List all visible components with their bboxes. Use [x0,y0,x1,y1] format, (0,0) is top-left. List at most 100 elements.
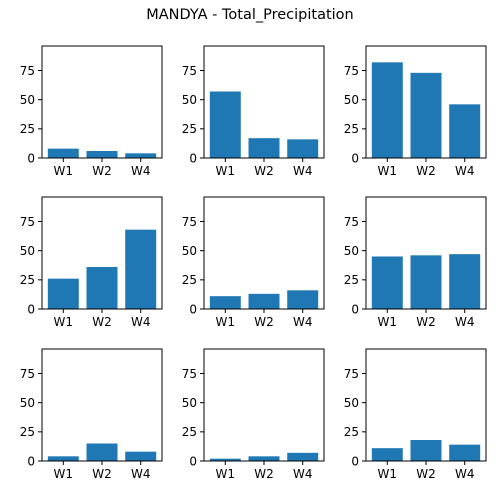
subplot-5: W1 W2 W4 0 25 50 75 [182,196,325,329]
y-tick-label: 75 [344,367,359,381]
axes-frame [365,196,487,310]
bar-w1 [371,256,403,309]
x-tick-label: W2 [416,315,436,329]
subplot-2: W1 W2 W4 0 25 50 75 [182,45,325,178]
y-tick-label: 25 [182,273,197,287]
y-tick-label: 75 [344,215,359,229]
x-tick-label: W2 [254,467,274,481]
x-tick-label: W1 [54,467,74,481]
x-tick-label: W2 [416,164,436,178]
bar-w4 [125,451,157,461]
y-tick-label: 25 [20,425,35,439]
bar-w4 [125,229,157,309]
y-tick-label: 50 [344,396,359,410]
bar-w1 [47,456,79,461]
figure-title: MANDYA - Total_Precipitation [146,7,354,23]
subplot-3: W1 W2 W4 0 25 50 75 [344,45,487,178]
x-tick-label: W1 [54,315,74,329]
y-tick-label: 75 [20,64,35,78]
y-tick-label: 50 [20,244,35,258]
bar-w1 [47,278,79,309]
bar-w4 [125,153,157,158]
y-tick-label: 0 [189,454,197,468]
x-tick-label: W4 [455,164,475,178]
y-tick-label: 75 [182,367,197,381]
y-tick-label: 50 [182,93,197,107]
bar-w4 [287,290,319,309]
x-tick-label: W1 [378,467,398,481]
y-tick-label: 25 [344,273,359,287]
bar-w2 [410,255,442,309]
bar-w2 [86,443,118,461]
bar-w2 [410,72,442,158]
bar-w2 [248,293,280,309]
subplot-8: W1 W2 W4 0 25 50 75 [182,348,325,481]
bar-w2 [86,267,118,309]
subplot-6: W1 W2 W4 0 25 50 75 [344,196,487,329]
bar-w4 [287,452,319,461]
bar-w1 [209,296,241,309]
x-tick-label: W4 [455,467,475,481]
axes-frame [365,45,487,159]
bar-w2 [86,151,118,158]
x-tick-label: W4 [131,467,151,481]
y-tick-label: 0 [27,151,35,165]
y-tick-label: 75 [20,215,35,229]
axes-frame [365,348,487,462]
subplot-4: W1 W2 W4 0 25 50 75 [20,196,163,329]
x-tick-label: W1 [216,467,236,481]
y-tick-label: 50 [20,396,35,410]
bar-w1 [47,148,79,158]
x-tick-label: W2 [254,315,274,329]
y-tick-label: 25 [20,273,35,287]
axes-frame [203,196,325,310]
y-tick-label: 0 [27,454,35,468]
x-tick-label: W2 [416,467,436,481]
x-tick-label: W4 [455,315,475,329]
x-tick-label: W1 [216,164,236,178]
y-tick-label: 0 [351,151,359,165]
axes-frame [41,348,163,462]
bar-w1 [209,91,241,158]
bar-w4 [287,139,319,158]
y-tick-label: 50 [182,244,197,258]
x-tick-label: W1 [216,315,236,329]
y-tick-label: 25 [344,122,359,136]
y-tick-label: 0 [351,454,359,468]
x-tick-label: W2 [92,164,112,178]
y-tick-label: 50 [182,396,197,410]
x-tick-label: W2 [254,164,274,178]
y-tick-label: 25 [344,425,359,439]
y-tick-label: 50 [344,244,359,258]
y-tick-label: 25 [182,122,197,136]
subplot-1: W1 W2 W4 0 25 50 75 [20,45,163,178]
y-tick-label: 75 [182,64,197,78]
bar-w4 [449,254,481,309]
x-tick-label: W2 [92,467,112,481]
axes-frame [203,45,325,159]
y-tick-label: 25 [182,425,197,439]
bar-w1 [371,62,403,158]
y-tick-label: 0 [189,302,197,316]
bar-w4 [449,444,481,461]
x-tick-label: W4 [293,164,313,178]
y-tick-label: 0 [351,302,359,316]
subplot-7: W1 W2 W4 0 25 50 75 [20,348,163,481]
y-tick-label: 75 [20,367,35,381]
y-tick-label: 50 [344,93,359,107]
bar-w2 [410,440,442,461]
x-tick-label: W2 [92,315,112,329]
x-tick-label: W1 [378,164,398,178]
y-tick-label: 75 [344,64,359,78]
subplot-9: W1 W2 W4 0 25 50 75 [344,348,487,481]
x-tick-label: W1 [378,315,398,329]
x-tick-label: W4 [293,467,313,481]
y-tick-label: 25 [20,122,35,136]
bar-w1 [209,458,241,461]
axes-frame [41,45,163,159]
y-tick-label: 75 [182,215,197,229]
bar-w2 [248,138,280,158]
x-tick-label: W1 [54,164,74,178]
bar-w4 [449,104,481,158]
